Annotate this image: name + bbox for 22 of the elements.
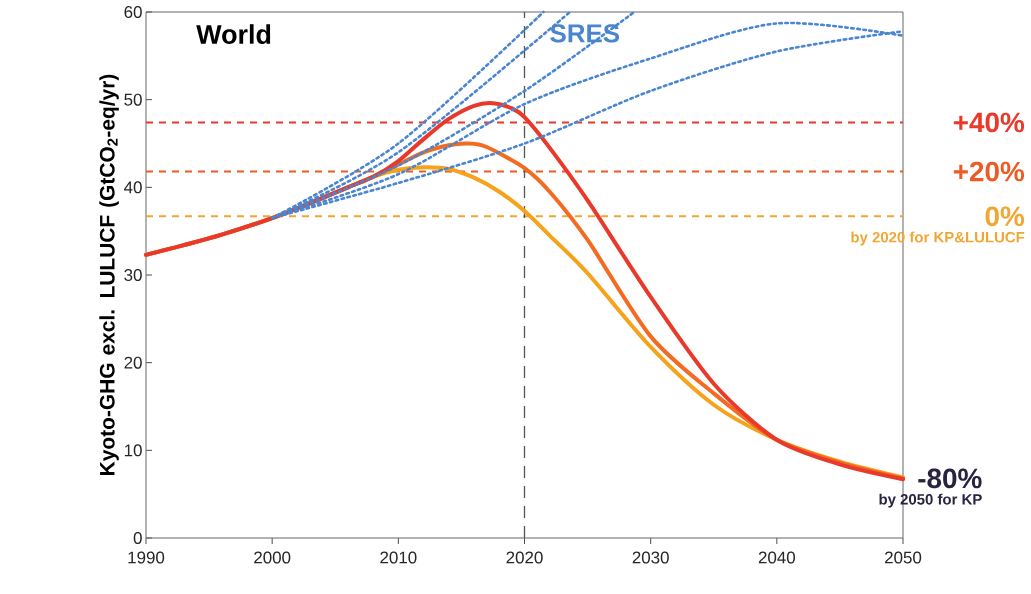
- y-tick-label: 0: [133, 532, 142, 544]
- y-tick-label: 50: [124, 93, 142, 106]
- text: 0%: [985, 206, 1025, 227]
- y-axis-title: Kyoto-GHG excl. LULUCF (GtCO$_{2}$-eq/yr): [99, 74, 119, 475]
- y-tick-label: 30: [124, 269, 142, 281]
- annotation: by 2020 for KP&LULUCF: [851, 231, 1025, 246]
- x-tick-label: 2010: [380, 551, 417, 564]
- y-tick-label: 60: [124, 6, 142, 18]
- x-tick-label: 2050: [885, 551, 922, 564]
- chart-title: World: [196, 24, 271, 44]
- x-tick-label: 2040: [758, 551, 796, 564]
- annotation: -80%: [918, 468, 982, 489]
- x-tick-label: 2030: [632, 551, 669, 564]
- x-tick-label: 2020: [506, 551, 543, 564]
- x-tick-label: 2000: [254, 551, 291, 564]
- annotation: by 2050 for KP: [879, 493, 982, 508]
- y-tick-label: 40: [124, 181, 142, 194]
- y-tick-label: 10: [124, 444, 142, 457]
- text: +20%: [953, 161, 1025, 182]
- y-tick-label: 20: [124, 356, 142, 369]
- text: +40%: [953, 112, 1025, 133]
- x-tick-label: 1990: [128, 551, 165, 564]
